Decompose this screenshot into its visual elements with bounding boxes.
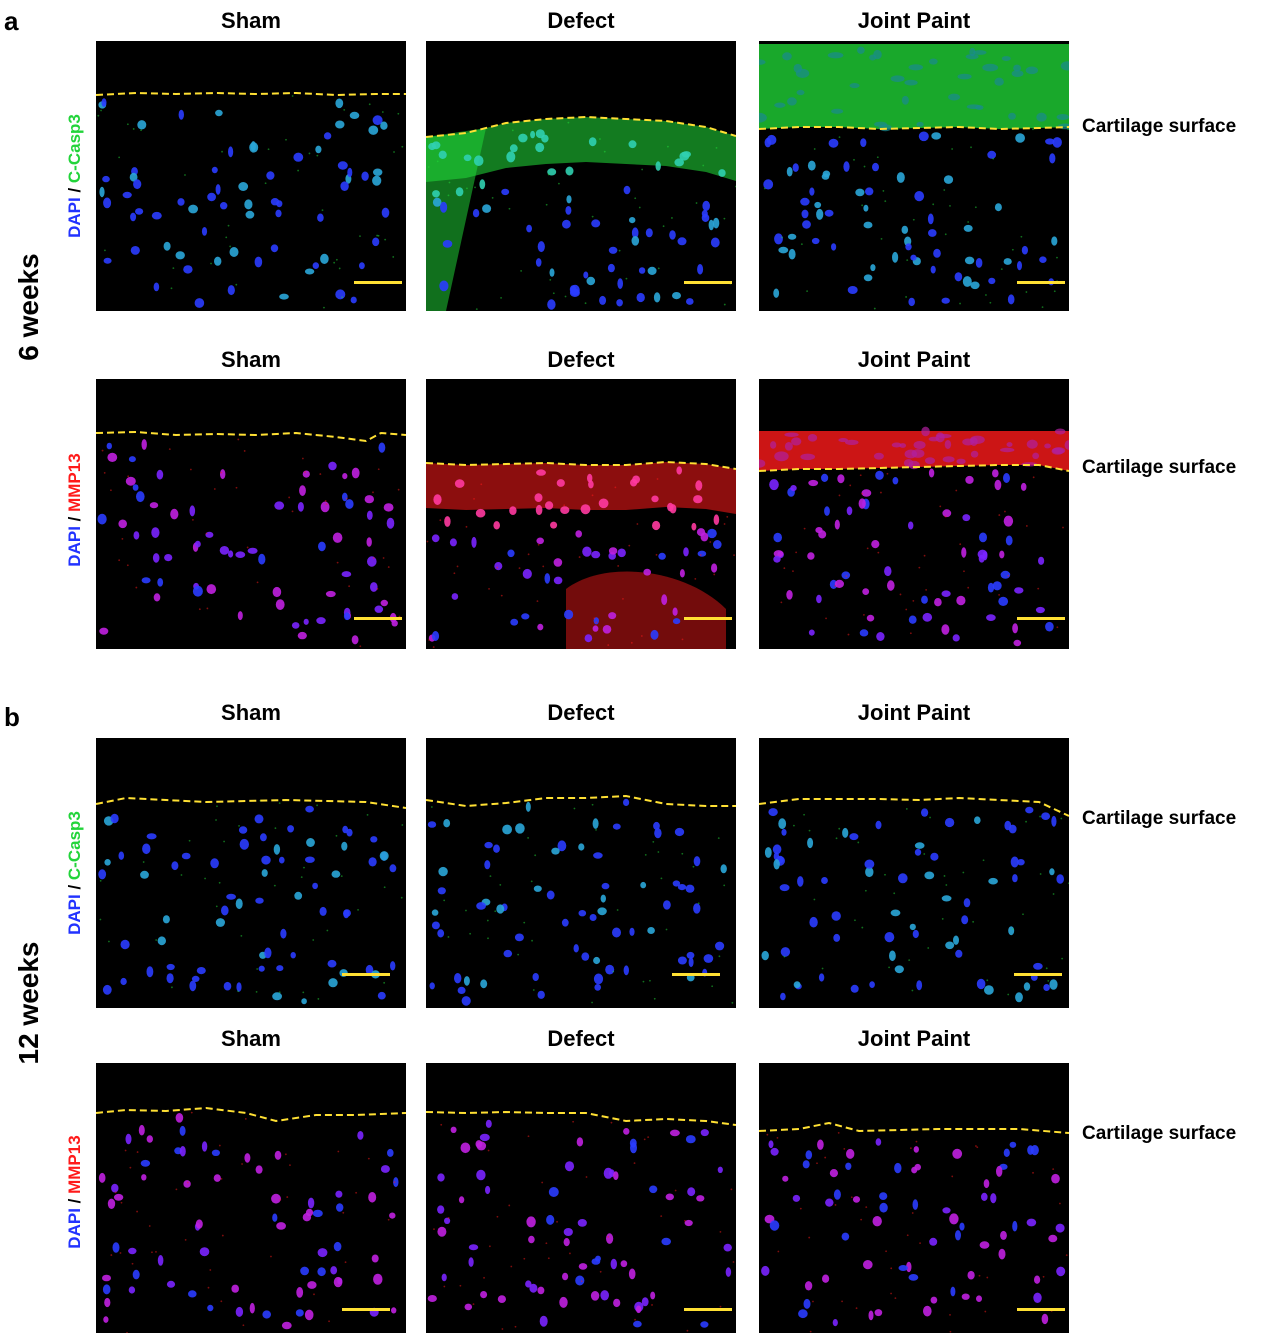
cartilage-surface-label: Cartilage surface xyxy=(1082,116,1237,137)
cartilage-surface-line xyxy=(96,430,406,443)
cartilage-surface-line xyxy=(96,796,406,809)
column-title-sham: Sham xyxy=(221,347,281,372)
micrograph-image xyxy=(96,796,406,1005)
column-title-joint-paint: Joint Paint xyxy=(857,700,971,725)
micrograph-image xyxy=(426,1110,736,1332)
cartilage-surface-line xyxy=(426,794,736,808)
cartilage-surface-line xyxy=(759,796,1069,817)
scale-bar xyxy=(1017,281,1065,284)
micrograph-6w-mmp13-defect xyxy=(426,379,736,649)
micrograph-image xyxy=(426,115,736,311)
cartilage-surface-line xyxy=(96,1106,406,1123)
scale-bar xyxy=(354,617,402,620)
panel-letter-b: b xyxy=(4,702,20,732)
scale-bar xyxy=(684,281,732,284)
scale-bar xyxy=(1017,1308,1065,1311)
stain-label-dapi-mmp13: DAPI / MMP13 xyxy=(65,410,87,610)
micrograph-image xyxy=(759,796,1069,1003)
column-title-joint-paint: Joint Paint xyxy=(857,347,971,372)
cartilage-surface-line xyxy=(96,91,406,97)
micrograph-12w-mmp13-defect xyxy=(426,1063,736,1333)
scale-bar xyxy=(684,617,732,620)
cartilage-surface-label: Cartilage surface xyxy=(1082,808,1237,829)
micrograph-image xyxy=(96,91,406,309)
cartilage-surface-line xyxy=(426,460,736,470)
time-label-12-weeks: 12 weeks xyxy=(13,941,44,1065)
micrograph-image xyxy=(96,1106,406,1333)
micrograph-6w-casp3-joint-paint xyxy=(759,41,1069,311)
cartilage-surface-line xyxy=(759,1121,1069,1134)
stain-marker-text: MMP13 xyxy=(65,1135,84,1194)
column-title-joint-paint: Joint Paint xyxy=(857,1026,971,1051)
panel-letter-a: a xyxy=(4,6,19,36)
stain-label-dapi-c-casp3: DAPI / C-Casp3 xyxy=(65,773,87,973)
micrograph-12w-casp3-joint-paint xyxy=(759,738,1069,1008)
stain-label-dapi-c-casp3: DAPI / C-Casp3 xyxy=(65,76,87,276)
micrograph-12w-casp3-defect xyxy=(426,738,736,1008)
column-title-defect: Defect xyxy=(547,8,615,33)
scale-bar xyxy=(342,973,390,976)
column-title-defect: Defect xyxy=(547,700,615,725)
stain-marker-text: MMP13 xyxy=(65,453,84,512)
micrograph-image xyxy=(759,44,1069,310)
micrograph-6w-casp3-defect xyxy=(426,41,736,311)
cartilage-surface-line xyxy=(426,115,736,138)
stain-slash: / xyxy=(65,183,84,198)
stain-dapi-text: DAPI xyxy=(65,894,84,935)
scale-bar xyxy=(684,1308,732,1311)
cartilage-surface-line xyxy=(759,464,1069,472)
stain-slash: / xyxy=(65,880,84,895)
micrograph-image xyxy=(96,430,406,648)
scale-bar xyxy=(342,1308,390,1311)
micrograph-image xyxy=(759,1121,1069,1333)
scale-bar xyxy=(354,281,402,284)
micrograph-image xyxy=(426,794,736,1006)
stain-slash: / xyxy=(65,1193,84,1209)
micrograph-image xyxy=(426,460,736,649)
micrograph-12w-mmp13-joint-paint xyxy=(759,1063,1069,1333)
column-title-sham: Sham xyxy=(221,700,281,725)
time-label-6-weeks: 6 weeks xyxy=(13,253,44,361)
scale-bar xyxy=(1014,973,1062,976)
cartilage-surface-label: Cartilage surface xyxy=(1082,457,1237,478)
micrograph-6w-casp3-sham xyxy=(96,41,406,311)
stain-dapi-text: DAPI xyxy=(65,526,84,567)
stain-marker-text: C-Casp3 xyxy=(65,811,84,881)
column-title-joint-paint: Joint Paint xyxy=(857,8,971,33)
stain-marker-text: C-Casp3 xyxy=(65,114,84,184)
stain-dapi-text: DAPI xyxy=(65,197,84,238)
micrograph-6w-mmp13-joint-paint xyxy=(759,379,1069,649)
stain-slash: / xyxy=(65,511,84,527)
column-title-defect: Defect xyxy=(547,347,615,372)
stain-dapi-text: DAPI xyxy=(65,1208,84,1249)
micrograph-image xyxy=(759,426,1069,647)
cartilage-surface-line xyxy=(759,125,1069,131)
micrograph-12w-mmp13-sham xyxy=(96,1063,406,1333)
column-title-defect: Defect xyxy=(547,1026,615,1051)
scale-bar xyxy=(1017,617,1065,620)
stain-label-dapi-mmp13: DAPI / MMP13 xyxy=(65,1092,87,1292)
column-title-sham: Sham xyxy=(221,8,281,33)
column-title-sham: Sham xyxy=(221,1026,281,1051)
cartilage-surface-line xyxy=(426,1110,736,1126)
cartilage-surface-label: Cartilage surface xyxy=(1082,1123,1237,1144)
micrograph-6w-mmp13-sham xyxy=(96,379,406,649)
scale-bar xyxy=(672,973,720,976)
micrograph-12w-casp3-sham xyxy=(96,738,406,1008)
